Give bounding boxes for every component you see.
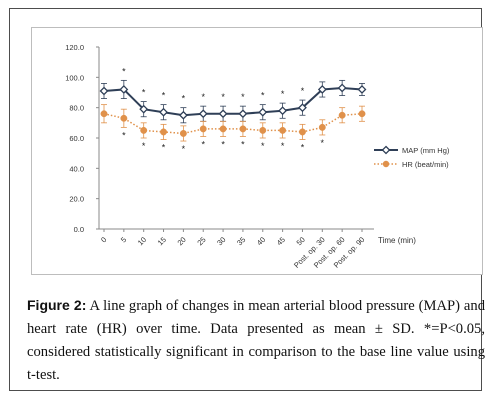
y-tick-label: 80.0 bbox=[69, 104, 84, 113]
map-legend-marker bbox=[381, 145, 391, 155]
hr-significance-marker: * bbox=[261, 141, 265, 151]
hr-data-point bbox=[259, 126, 267, 134]
hr-data-point bbox=[358, 110, 366, 118]
x-tick-label: 15 bbox=[156, 235, 168, 247]
chart-area: 0.0 20.0 40.0 60.0 80.0 100.0 120.0 0 5 10 15 20 25 3… bbox=[31, 27, 483, 275]
figure-frame: 0.0 20.0 40.0 60.0 80.0 100.0 120.0 0 5 10 15 20 25 3… bbox=[9, 8, 485, 391]
y-tick-label: 60.0 bbox=[69, 134, 84, 143]
x-tick-label: 30 bbox=[215, 235, 227, 247]
hr-legend-marker bbox=[382, 160, 390, 168]
map-data-point bbox=[139, 104, 149, 114]
hr-data-point bbox=[120, 114, 128, 122]
map-data-point bbox=[298, 103, 307, 113]
hr-legend-label: HR (beat/min) bbox=[402, 160, 449, 169]
hr-significance-marker: * bbox=[162, 143, 166, 153]
y-tick-label: 40.0 bbox=[69, 164, 84, 173]
x-tick-label: 5 bbox=[119, 235, 128, 244]
caption-label: Figure 2: bbox=[27, 297, 87, 313]
hr-data-point bbox=[279, 126, 287, 134]
map-significance-marker: * bbox=[142, 88, 146, 98]
x-tick-label: 20 bbox=[176, 235, 188, 247]
map-data-point bbox=[159, 107, 168, 117]
x-tick-label: 10 bbox=[136, 235, 148, 247]
x-tick-label: 25 bbox=[195, 235, 207, 247]
map-data-point bbox=[99, 86, 109, 96]
hr-significance-marker: * bbox=[182, 144, 186, 154]
map-significance-marker: * bbox=[281, 89, 285, 99]
y-tick-label: 20.0 bbox=[69, 195, 84, 204]
hr-data-point bbox=[199, 125, 207, 133]
map-data-point bbox=[317, 85, 327, 94]
hr-significance-marker: * bbox=[241, 139, 245, 149]
hr-data-point bbox=[299, 128, 306, 136]
map-legend-label: MAP (mm Hg) bbox=[402, 146, 450, 155]
x-tick-label: 50 bbox=[295, 235, 307, 247]
map-significance-marker: * bbox=[162, 91, 166, 101]
hr-data-point bbox=[160, 128, 167, 136]
hr-data-point bbox=[179, 130, 187, 137]
map-data-point bbox=[119, 85, 129, 94]
x-tick-label: 35 bbox=[235, 235, 247, 247]
map-significance-marker: * bbox=[122, 66, 126, 76]
y-tick-label: 100.0 bbox=[65, 73, 84, 82]
x-tick-label: 40 bbox=[255, 235, 267, 247]
hr-significance-marker: * bbox=[321, 138, 325, 148]
hr-data-point bbox=[219, 125, 227, 133]
hr-data-point bbox=[239, 125, 247, 133]
map-data-point bbox=[198, 109, 208, 119]
line-chart: 0.0 20.0 40.0 60.0 80.0 100.0 120.0 0 5 10 15 20 25 3… bbox=[65, 43, 450, 270]
hr-data-point bbox=[100, 110, 108, 118]
hr-significance-marker: * bbox=[301, 143, 305, 153]
map-data-point bbox=[258, 107, 268, 117]
hr-data-point bbox=[318, 123, 326, 131]
y-tick-label: 120.0 bbox=[65, 43, 84, 52]
map-data-point bbox=[337, 83, 347, 93]
map-significance-marker: * bbox=[201, 92, 205, 102]
map-data-point bbox=[238, 109, 248, 119]
map-significance-marker: * bbox=[241, 92, 245, 102]
caption-text: A line graph of changes in mean arterial… bbox=[27, 298, 485, 383]
x-tick-label: 45 bbox=[275, 235, 287, 247]
map-data-point bbox=[218, 109, 228, 119]
x-tick-label: 0 bbox=[99, 235, 108, 244]
map-data-point bbox=[357, 85, 367, 94]
x-axis-title: Time (min) bbox=[378, 236, 416, 245]
hr-significance-marker: * bbox=[221, 139, 225, 149]
map-data-point bbox=[278, 106, 288, 116]
hr-significance-marker: * bbox=[201, 139, 205, 149]
map-significance-marker: * bbox=[221, 92, 225, 102]
hr-data-point bbox=[140, 126, 148, 134]
hr-significance-marker: * bbox=[122, 130, 126, 140]
map-significance-marker: * bbox=[182, 94, 186, 104]
figure-caption: Figure 2: A line graph of changes in mea… bbox=[27, 294, 485, 387]
map-significance-marker: * bbox=[301, 86, 305, 96]
hr-data-point bbox=[338, 111, 346, 119]
hr-significance-marker: * bbox=[142, 141, 146, 151]
hr-significance-marker: * bbox=[281, 141, 285, 151]
map-data-point bbox=[178, 110, 188, 120]
map-significance-marker: * bbox=[261, 91, 265, 101]
y-tick-label: 0.0 bbox=[74, 225, 84, 234]
